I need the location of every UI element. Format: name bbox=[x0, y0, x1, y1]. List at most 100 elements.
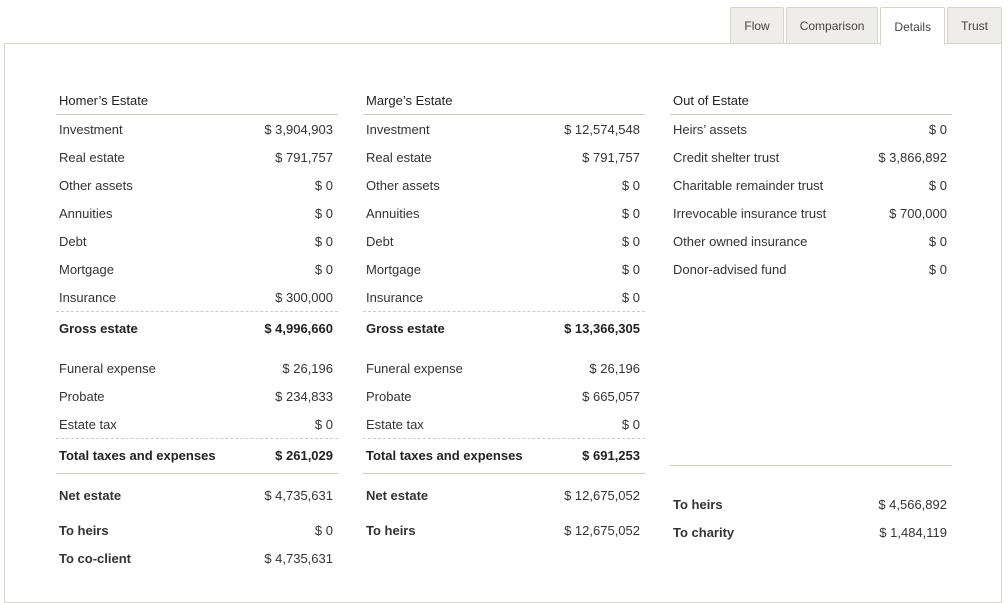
row-label: Debt bbox=[366, 233, 394, 249]
marge-asset-row: Real estate $ 791,757 bbox=[363, 143, 645, 171]
tab-details[interactable]: Details bbox=[880, 7, 946, 45]
row-label: Estate tax bbox=[59, 416, 117, 432]
homer-expense-row: Funeral expense $ 26,196 bbox=[56, 354, 338, 382]
marge-expense-row: Probate $ 665,057 bbox=[363, 382, 645, 410]
row-label: Net estate bbox=[366, 487, 429, 503]
row-label: Net estate bbox=[59, 487, 122, 503]
row-label: Probate bbox=[366, 388, 412, 404]
homer-asset-row: Investment $ 3,904,903 bbox=[56, 115, 338, 143]
row-value: $ 4,735,631 bbox=[264, 550, 333, 566]
row-value: $ 12,675,052 bbox=[564, 522, 640, 538]
row-label: Funeral expense bbox=[59, 360, 156, 376]
row-value: $ 691,253 bbox=[582, 447, 640, 463]
row-value: $ 0 bbox=[928, 121, 947, 137]
row-label: To charity bbox=[673, 524, 735, 540]
view-tabs: Flow Comparison Details Trust bbox=[730, 7, 1002, 45]
homer-asset-row: Annuities $ 0 bbox=[56, 199, 338, 227]
row-value: $ 234,833 bbox=[275, 388, 333, 404]
row-value: $ 26,196 bbox=[282, 360, 333, 376]
row-label: Total taxes and expenses bbox=[59, 447, 216, 463]
marge-asset-row: Debt $ 0 bbox=[363, 227, 645, 255]
homer-expense-row: Probate $ 234,833 bbox=[56, 382, 338, 410]
row-label: Donor-advised fund bbox=[673, 261, 787, 277]
marge-total-expenses-row: Total taxes and expenses $ 691,253 bbox=[363, 438, 645, 471]
homer-asset-row: Mortgage $ 0 bbox=[56, 255, 338, 283]
row-value: $ 0 bbox=[314, 261, 333, 277]
homer-estate-column: Homer’s Estate Investment $ 3,904,903 Rea… bbox=[56, 88, 338, 572]
homer-asset-row: Insurance $ 300,000 bbox=[56, 283, 338, 311]
row-label: To heirs bbox=[366, 522, 416, 538]
row-value: $ 0 bbox=[314, 416, 333, 432]
tab-flow[interactable]: Flow bbox=[730, 7, 784, 43]
row-value: $ 0 bbox=[621, 416, 640, 432]
marge-asset-row: Insurance $ 0 bbox=[363, 283, 645, 311]
tab-comparison[interactable]: Comparison bbox=[785, 7, 879, 43]
homer-expense-row: Estate tax $ 0 bbox=[56, 410, 338, 438]
row-label: To heirs bbox=[673, 496, 723, 512]
row-value: $ 791,757 bbox=[275, 149, 333, 165]
marge-gross-estate-row: Gross estate $ 13,366,305 bbox=[363, 311, 645, 344]
homer-asset-row: Debt $ 0 bbox=[56, 227, 338, 255]
tab-trust[interactable]: Trust bbox=[947, 7, 1002, 43]
row-value: $ 0 bbox=[928, 177, 947, 193]
row-label: Mortgage bbox=[59, 261, 114, 277]
tab-flow-label: Flow bbox=[744, 18, 770, 33]
marge-asset-row: Annuities $ 0 bbox=[363, 199, 645, 227]
out-of-estate-column: Out of Estate Heirs’ assets $ 0 Credit sh… bbox=[670, 88, 952, 546]
row-value: $ 0 bbox=[314, 522, 333, 538]
row-label: Investment bbox=[366, 121, 430, 137]
details-panel: Homer’s Estate Investment $ 3,904,903 Rea… bbox=[4, 43, 1002, 603]
row-value: $ 4,566,892 bbox=[878, 496, 947, 512]
row-value: $ 26,196 bbox=[589, 360, 640, 376]
row-value: $ 261,029 bbox=[275, 447, 333, 463]
row-label: Annuities bbox=[59, 205, 113, 221]
marge-expense-row: Funeral expense $ 26,196 bbox=[363, 354, 645, 382]
out-of-estate-title: Out of Estate bbox=[670, 88, 952, 115]
row-value: $ 1,484,119 bbox=[879, 524, 947, 540]
tab-trust-label: Trust bbox=[961, 18, 988, 33]
row-value: $ 3,866,892 bbox=[878, 149, 947, 165]
row-value: $ 4,996,660 bbox=[264, 320, 333, 336]
row-label: Mortgage bbox=[366, 261, 421, 277]
row-label: Annuities bbox=[366, 205, 420, 221]
row-label: Heirs’ assets bbox=[673, 121, 747, 137]
out-item-row: Credit shelter trust $ 3,866,892 bbox=[670, 143, 952, 171]
row-value: $ 13,366,305 bbox=[564, 320, 640, 336]
row-value: $ 12,574,548 bbox=[564, 121, 640, 137]
row-label: Charitable remainder trust bbox=[673, 177, 824, 193]
row-label: Estate tax bbox=[366, 416, 424, 432]
row-label: Other assets bbox=[366, 177, 440, 193]
homer-net-estate-row: Net estate $ 4,735,631 bbox=[56, 474, 338, 516]
row-value: $ 700,000 bbox=[889, 205, 947, 221]
row-label: Insurance bbox=[366, 289, 424, 305]
marge-to-heirs-row: To heirs $ 12,675,052 bbox=[363, 516, 645, 544]
out-item-row: Charitable remainder trust $ 0 bbox=[670, 171, 952, 199]
homer-estate-title: Homer’s Estate bbox=[56, 88, 338, 115]
out-item-row: Heirs’ assets $ 0 bbox=[670, 115, 952, 143]
marge-estate-column: Marge’s Estate Investment $ 12,574,548 Re… bbox=[363, 88, 645, 544]
row-label: Funeral expense bbox=[366, 360, 463, 376]
out-item-row: Irrevocable insurance trust $ 700,000 bbox=[670, 199, 952, 227]
marge-expense-row: Estate tax $ 0 bbox=[363, 410, 645, 438]
row-label: Credit shelter trust bbox=[673, 149, 780, 165]
row-value: $ 3,904,903 bbox=[264, 121, 333, 137]
homer-asset-row: Real estate $ 791,757 bbox=[56, 143, 338, 171]
row-label: To co-client bbox=[59, 550, 131, 566]
tab-details-label: Details bbox=[894, 19, 932, 34]
row-label: Total taxes and expenses bbox=[366, 447, 523, 463]
row-value: $ 0 bbox=[621, 261, 640, 277]
row-value: $ 665,057 bbox=[582, 388, 640, 404]
row-value: $ 0 bbox=[928, 233, 947, 249]
marge-asset-row: Other assets $ 0 bbox=[363, 171, 645, 199]
row-value: $ 0 bbox=[314, 205, 333, 221]
row-value: $ 0 bbox=[621, 233, 640, 249]
row-label: Other assets bbox=[59, 177, 133, 193]
out-item-row: Other owned insurance $ 0 bbox=[670, 227, 952, 255]
row-label: Real estate bbox=[366, 149, 432, 165]
out-item-row: Donor-advised fund $ 0 bbox=[670, 255, 952, 283]
row-value: $ 791,757 bbox=[582, 149, 640, 165]
row-label: Insurance bbox=[59, 289, 117, 305]
row-value: $ 0 bbox=[621, 177, 640, 193]
homer-to-coclient-row: To co-client $ 4,735,631 bbox=[56, 544, 338, 572]
row-value: $ 300,000 bbox=[275, 289, 333, 305]
